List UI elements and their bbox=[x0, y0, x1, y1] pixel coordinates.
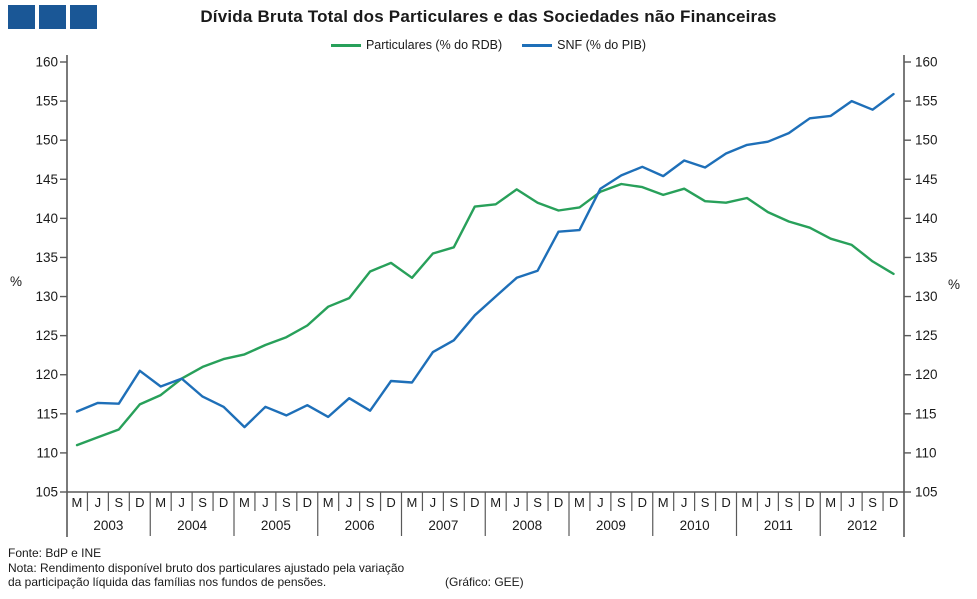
y-tick-label-left: 110 bbox=[36, 445, 58, 460]
year-label: 2010 bbox=[680, 518, 710, 533]
quarter-label: D bbox=[805, 495, 814, 510]
quarter-label: J bbox=[848, 495, 855, 510]
footer-source: Fonte: BdP e INE bbox=[8, 546, 102, 560]
chart-legend: Particulares (% do RDB) SNF (% do PIB) bbox=[0, 38, 977, 52]
quarter-label: D bbox=[303, 495, 312, 510]
y-tick-label-left: 145 bbox=[35, 172, 58, 187]
y-tick-label-right: 145 bbox=[915, 172, 938, 187]
particulares-line bbox=[75, 182, 895, 447]
legend-label-snf: SNF (% do PIB) bbox=[557, 38, 647, 52]
footer-note-line1: Nota: Rendimento disponível bruto dos pa… bbox=[8, 560, 405, 575]
footer-note-line2: da participação líquida das famílias nos… bbox=[8, 575, 327, 589]
quarter-label: J bbox=[430, 495, 437, 510]
quarter-label: S bbox=[785, 495, 794, 510]
year-label: 2008 bbox=[512, 518, 542, 533]
y-tick-label-right: 155 bbox=[915, 94, 938, 109]
y-tick-label-left: 125 bbox=[35, 328, 58, 343]
year-label: 2011 bbox=[764, 518, 793, 533]
footer-credit: (Gráfico: GEE) bbox=[445, 575, 524, 589]
quarter-label: J bbox=[262, 495, 269, 510]
quarter-label: D bbox=[638, 495, 647, 510]
quarter-label: D bbox=[219, 495, 228, 510]
y-tick-label-right: 150 bbox=[915, 133, 938, 148]
quarter-label: M bbox=[239, 495, 250, 510]
quarter-label: S bbox=[533, 495, 542, 510]
year-label: 2005 bbox=[261, 518, 291, 533]
quarter-label: M bbox=[155, 495, 166, 510]
quarter-label: M bbox=[490, 495, 501, 510]
logo-square bbox=[39, 5, 66, 29]
quarter-label: S bbox=[198, 495, 207, 510]
year-label: 2007 bbox=[428, 518, 458, 533]
y-tick-label-right: 110 bbox=[915, 445, 937, 460]
quarter-label: M bbox=[742, 495, 753, 510]
quarter-label: J bbox=[346, 495, 353, 510]
y-tick-label-left: 135 bbox=[35, 250, 58, 265]
legend-item-particulares: Particulares (% do RDB) bbox=[330, 38, 503, 52]
year-label: 2012 bbox=[847, 518, 877, 533]
y-tick-label-right: 105 bbox=[915, 485, 938, 500]
snf-line-swatch bbox=[522, 43, 553, 47]
y-tick-label-right: 125 bbox=[915, 328, 938, 343]
legend-label-particulares: Particulares (% do RDB) bbox=[365, 38, 503, 52]
quarter-label: S bbox=[366, 495, 375, 510]
quarter-label: S bbox=[617, 495, 626, 510]
y-tick-label-left: 140 bbox=[35, 211, 58, 226]
y-tick-label-left: 150 bbox=[35, 133, 58, 148]
y-tick-label-left: 105 bbox=[35, 485, 58, 500]
logo bbox=[8, 5, 97, 29]
y-tick-label-left: 120 bbox=[35, 367, 58, 382]
y-axis-unit-right: % bbox=[948, 277, 960, 292]
quarter-label: D bbox=[470, 495, 479, 510]
y-axis-unit-left: % bbox=[10, 274, 22, 289]
footer-note-row: da participação líquida das famílias nos… bbox=[8, 575, 968, 590]
year-label: 2004 bbox=[177, 518, 208, 533]
quarter-label: S bbox=[701, 495, 710, 510]
quarter-label: S bbox=[868, 495, 877, 510]
year-label: 2009 bbox=[596, 518, 626, 533]
quarter-label: J bbox=[681, 495, 688, 510]
quarter-label: M bbox=[323, 495, 334, 510]
y-tick-label-left: 115 bbox=[36, 406, 58, 421]
quarter-label: M bbox=[407, 495, 418, 510]
quarter-label: J bbox=[178, 495, 185, 510]
quarter-label: M bbox=[658, 495, 669, 510]
y-tick-label-right: 160 bbox=[915, 55, 938, 70]
chart-title: Dívida Bruta Total dos Particulares e da… bbox=[200, 7, 777, 26]
quarter-label: M bbox=[825, 495, 836, 510]
legend-item-snf: SNF (% do PIB) bbox=[522, 38, 646, 52]
logo-square bbox=[70, 5, 97, 29]
quarter-label: S bbox=[115, 495, 124, 510]
snf-line bbox=[75, 92, 895, 429]
quarter-label: D bbox=[386, 495, 395, 510]
quarter-label: S bbox=[282, 495, 291, 510]
y-tick-label-right: 140 bbox=[915, 211, 938, 226]
year-label: 2006 bbox=[345, 518, 375, 533]
logo-square bbox=[8, 5, 35, 29]
y-tick-label-right: 120 bbox=[915, 367, 938, 382]
quarter-label: J bbox=[513, 495, 520, 510]
y-tick-label-right: 135 bbox=[915, 250, 938, 265]
quarter-label: J bbox=[765, 495, 772, 510]
quarter-label: J bbox=[597, 495, 604, 510]
quarter-label: D bbox=[554, 495, 563, 510]
quarter-label: D bbox=[135, 495, 144, 510]
quarter-label: S bbox=[450, 495, 459, 510]
quarter-label: M bbox=[72, 495, 83, 510]
y-tick-label-left: 130 bbox=[35, 289, 58, 304]
y-tick-label-left: 160 bbox=[35, 55, 58, 70]
y-tick-label-right: 115 bbox=[915, 406, 937, 421]
particulares-line-swatch bbox=[330, 43, 361, 47]
quarter-label: D bbox=[721, 495, 730, 510]
quarter-label: D bbox=[889, 495, 898, 510]
y-tick-label-left: 155 bbox=[35, 94, 58, 109]
year-label: 2003 bbox=[93, 518, 123, 533]
y-tick-label-right: 130 bbox=[915, 289, 938, 304]
quarter-label: J bbox=[95, 495, 102, 510]
quarter-label: M bbox=[574, 495, 585, 510]
chart-footer: Fonte: BdP e INE Nota: Rendimento dispon… bbox=[8, 546, 968, 590]
